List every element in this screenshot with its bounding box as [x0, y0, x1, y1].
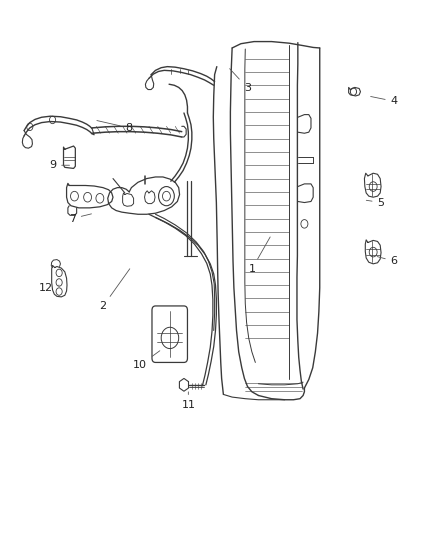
Text: 2: 2: [99, 269, 130, 311]
Text: 9: 9: [49, 160, 70, 170]
Text: 4: 4: [371, 96, 398, 106]
Text: 1: 1: [248, 237, 270, 274]
Text: 11: 11: [181, 392, 195, 410]
Text: 7: 7: [69, 214, 92, 223]
Text: 6: 6: [377, 256, 398, 266]
Text: 5: 5: [366, 198, 385, 207]
Text: 12: 12: [39, 283, 59, 293]
Text: 8: 8: [97, 120, 133, 133]
Text: 10: 10: [133, 351, 160, 370]
Text: 3: 3: [230, 69, 251, 93]
FancyBboxPatch shape: [152, 306, 187, 362]
